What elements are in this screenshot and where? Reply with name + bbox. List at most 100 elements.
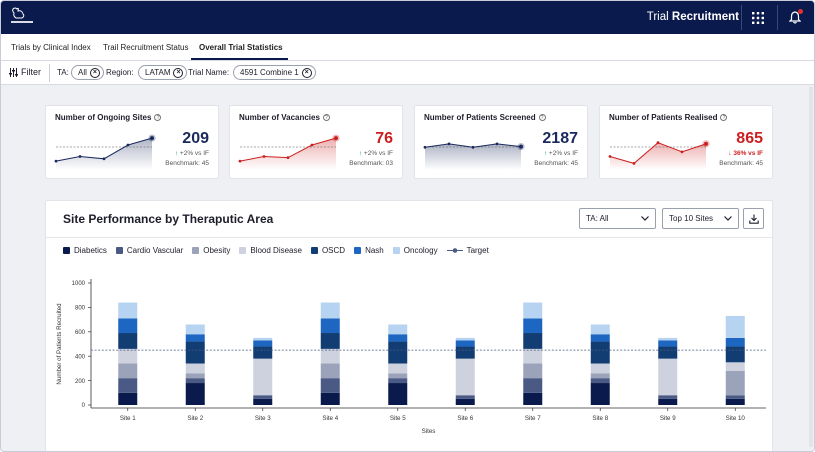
info-icon[interactable]: ? <box>154 114 162 122</box>
bar-segment[interactable] <box>725 370 745 396</box>
bar-segment[interactable] <box>523 392 543 405</box>
info-icon[interactable]: ? <box>538 114 546 122</box>
bar-segment[interactable] <box>523 318 543 334</box>
apps-button[interactable] <box>746 6 769 29</box>
bar-segment[interactable] <box>658 340 678 347</box>
bar-segment[interactable] <box>590 363 610 374</box>
bar-segment[interactable] <box>725 315 745 338</box>
download-button[interactable] <box>743 208 764 229</box>
bar-segment[interactable] <box>590 383 610 405</box>
bar-segment[interactable] <box>658 337 678 341</box>
bar-segment[interactable] <box>658 398 678 405</box>
bar-segment[interactable] <box>253 395 273 399</box>
bar-segment[interactable] <box>455 398 475 405</box>
tab-trail-recruitment-status[interactable]: Trail Recruitment Status <box>103 43 189 52</box>
bar-segment[interactable] <box>320 348 340 364</box>
bar-segment[interactable] <box>455 346 475 359</box>
bar-segment[interactable] <box>118 318 138 334</box>
bar-segment[interactable] <box>455 395 475 399</box>
bar-segment[interactable] <box>253 358 273 396</box>
legend-item[interactable]: Blood Disease <box>239 246 302 255</box>
legend-item[interactable]: Oncology <box>392 246 438 255</box>
scrollbar[interactable] <box>809 87 813 447</box>
bar-segment[interactable] <box>455 358 475 396</box>
bar-segment[interactable] <box>185 341 205 364</box>
bar-segment[interactable] <box>320 333 340 349</box>
bar-segment[interactable] <box>590 324 610 335</box>
bar-segment[interactable] <box>590 334 610 342</box>
bar-segment[interactable] <box>388 378 408 384</box>
bar-segment[interactable] <box>185 334 205 342</box>
bar-segment[interactable] <box>388 324 408 335</box>
info-icon[interactable]: ? <box>322 114 330 122</box>
bar-segment[interactable] <box>185 324 205 335</box>
ta-filter-chip[interactable]: All × <box>71 65 104 80</box>
bar-segment[interactable] <box>185 383 205 405</box>
bar-segment[interactable] <box>118 302 138 319</box>
bar-segment[interactable] <box>455 337 475 341</box>
bar-segment[interactable] <box>320 363 340 379</box>
sparkline-point <box>310 143 314 147</box>
bar-segment[interactable] <box>455 340 475 347</box>
bar-segment[interactable] <box>590 373 610 379</box>
bar-segment[interactable] <box>185 378 205 384</box>
tab-trials-by-clinical-index[interactable]: Trials by Clinical Index <box>11 43 91 52</box>
legend-item[interactable]: Diabetics <box>63 246 107 255</box>
bar-segment[interactable] <box>118 363 138 379</box>
bar-segment[interactable] <box>388 373 408 379</box>
close-icon[interactable]: × <box>89 67 100 78</box>
bar-segment[interactable] <box>658 395 678 399</box>
bar-segment[interactable] <box>725 337 745 347</box>
bar-segment[interactable] <box>658 346 678 359</box>
bar-segment[interactable] <box>320 392 340 405</box>
legend-label: Target <box>466 246 489 255</box>
legend-item-target[interactable]: Target <box>446 246 489 255</box>
bar-segment[interactable] <box>388 383 408 405</box>
bar-segment[interactable] <box>118 392 138 405</box>
bar-segment[interactable] <box>725 395 745 399</box>
bar-segment[interactable] <box>320 302 340 319</box>
bar-segment[interactable] <box>590 378 610 384</box>
bar-segment[interactable] <box>320 378 340 393</box>
bar-segment[interactable] <box>388 334 408 342</box>
filter-button[interactable]: Filter <box>9 67 41 77</box>
bar-segment[interactable] <box>185 373 205 379</box>
close-icon[interactable]: × <box>173 67 184 78</box>
trial-filter-chip[interactable]: 4591 Combine 1 × <box>233 65 316 80</box>
tab-overall-trial-statistics[interactable]: Overall Trial Statistics <box>199 43 283 52</box>
bar-segment[interactable] <box>253 337 273 341</box>
ta-select[interactable]: TA: All <box>579 208 656 229</box>
close-icon[interactable]: × <box>301 67 312 78</box>
bar-segment[interactable] <box>320 318 340 334</box>
bar-segment[interactable] <box>523 333 543 349</box>
logo[interactable] <box>9 6 35 28</box>
bar-segment[interactable] <box>253 398 273 405</box>
x-tick-label: Site 6 <box>457 415 473 422</box>
bar-segment[interactable] <box>725 398 745 405</box>
bar-segment[interactable] <box>725 346 745 363</box>
legend-item[interactable]: OSCD <box>310 246 345 255</box>
bar-segment[interactable] <box>523 348 543 364</box>
bar-segment[interactable] <box>118 333 138 349</box>
stacked-bar-chart: 0 200 400 600 800 1000 Number of Patients Recr… <box>56 279 766 435</box>
notifications-button[interactable] <box>783 6 806 29</box>
bar-segment[interactable] <box>185 363 205 374</box>
bar-segment[interactable] <box>523 378 543 393</box>
bar-segment[interactable] <box>658 358 678 396</box>
bar-segment[interactable] <box>253 340 273 347</box>
top-sites-select[interactable]: Top 10 Sites <box>662 208 739 229</box>
bar-segment[interactable] <box>253 346 273 359</box>
bar-segment[interactable] <box>523 302 543 319</box>
legend-item[interactable]: Cardio Vascular <box>115 246 183 255</box>
bar-segment[interactable] <box>725 362 745 371</box>
legend-item[interactable]: Nash <box>354 246 384 255</box>
bar-segment[interactable] <box>118 378 138 393</box>
bar-segment[interactable] <box>118 348 138 364</box>
region-filter-chip[interactable]: LATAM × <box>138 65 188 80</box>
legend-item[interactable]: Obesity <box>192 246 230 255</box>
bar-segment[interactable] <box>388 363 408 374</box>
info-icon[interactable]: ? <box>720 114 728 122</box>
bar-segment[interactable] <box>590 341 610 364</box>
bar-segment[interactable] <box>523 363 543 379</box>
bar-segment[interactable] <box>388 341 408 364</box>
